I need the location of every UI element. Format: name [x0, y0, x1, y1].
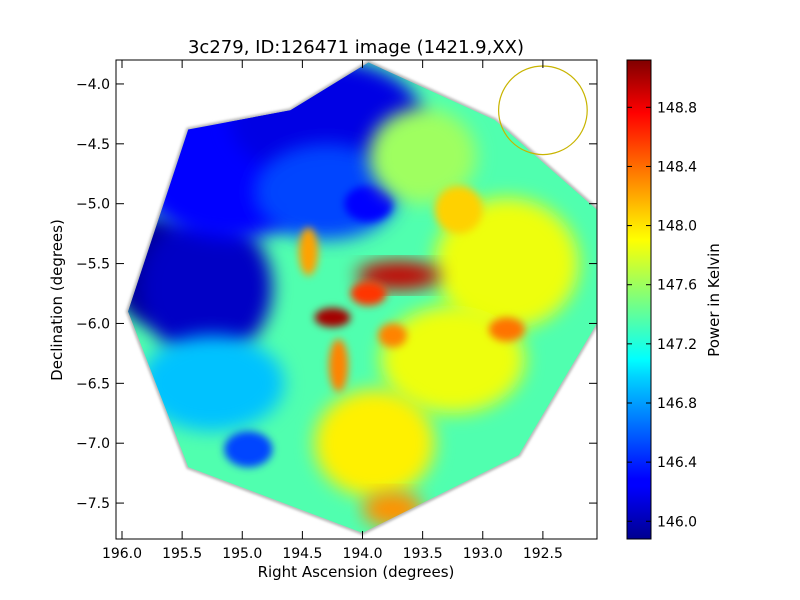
heatmap-feature	[140, 335, 285, 432]
colorbar-tick-label: 146.8	[657, 396, 697, 412]
x-tick-label: 192.5	[523, 546, 563, 562]
colorbar-tick-label: 146.4	[657, 455, 697, 471]
y-axis-ticks: −4.0 −4.5 −5.0 −5.5 −6.0 −6.5 −7.0 −7.5	[76, 77, 597, 512]
colorbar-ticks: 146.0 146.4 146.8 147.2 147.6 148.0 148.4 148.8	[627, 100, 697, 530]
heatmap-feature	[350, 281, 387, 306]
heatmap-feature	[368, 107, 477, 204]
x-tick-label: 193.0	[463, 546, 503, 562]
colorbar-tick-label: 148.8	[657, 100, 697, 116]
x-axis-ticks: 196.0 195.5 195.0 194.5 194.0 193.5 193.0 192.5	[102, 60, 563, 562]
colorbar-tick-label: 147.6	[657, 278, 697, 294]
heatmap-feature	[380, 305, 525, 414]
colorbar: 146.0 146.4 146.8 147.2 147.6 148.0 148.4 148.8…	[626, 59, 723, 540]
colorbar-tick-label: 148.0	[657, 219, 697, 235]
y-tick-label: −6.0	[76, 316, 110, 332]
colorbar-tick-label: 148.4	[657, 159, 697, 175]
heatmap-feature	[328, 339, 349, 392]
x-tick-label: 194.0	[342, 546, 382, 562]
heatmap-feature	[224, 431, 273, 468]
heatmap-feature	[298, 227, 318, 276]
y-tick-label: −5.0	[76, 197, 110, 213]
colorbar-tick-label: 147.2	[657, 337, 697, 353]
y-tick-label: −4.5	[76, 137, 110, 153]
heatmap-feature	[434, 197, 579, 330]
y-tick-label: −6.5	[76, 376, 110, 392]
x-tick-label: 193.5	[403, 546, 443, 562]
heatmap-feature	[488, 317, 525, 342]
heatmap-feature	[140, 215, 273, 360]
heatmap-feature	[314, 307, 351, 328]
chart-title: 3c279, ID:126471 image (1421.9,XX)	[188, 37, 524, 58]
y-tick-label: −7.0	[76, 436, 110, 452]
heatmap-feature	[314, 389, 435, 498]
x-tick-label: 196.0	[102, 546, 142, 562]
heatmap-feature	[378, 323, 407, 348]
y-tick-label: −7.5	[76, 496, 110, 512]
x-tick-label: 194.5	[282, 546, 322, 562]
heatmap-feature	[356, 261, 441, 290]
x-tick-label: 195.5	[162, 546, 202, 562]
colorbar-tick-label: 146.0	[657, 514, 697, 530]
y-axis-label: Declination (degrees)	[48, 219, 66, 381]
plot-frame	[115, 59, 598, 540]
y-tick-label: −5.5	[76, 257, 110, 273]
y-tick-label: −4.0	[76, 77, 110, 93]
heatmap-feature	[344, 185, 393, 222]
colorbar-label: Power in Kelvin	[705, 243, 723, 357]
heatmap-feature	[434, 185, 483, 234]
colorbar-gradient	[626, 59, 652, 540]
plot-area	[116, 60, 597, 539]
x-tick-label: 195.0	[222, 546, 262, 562]
x-axis-label: Right Ascension (degrees)	[258, 563, 455, 581]
